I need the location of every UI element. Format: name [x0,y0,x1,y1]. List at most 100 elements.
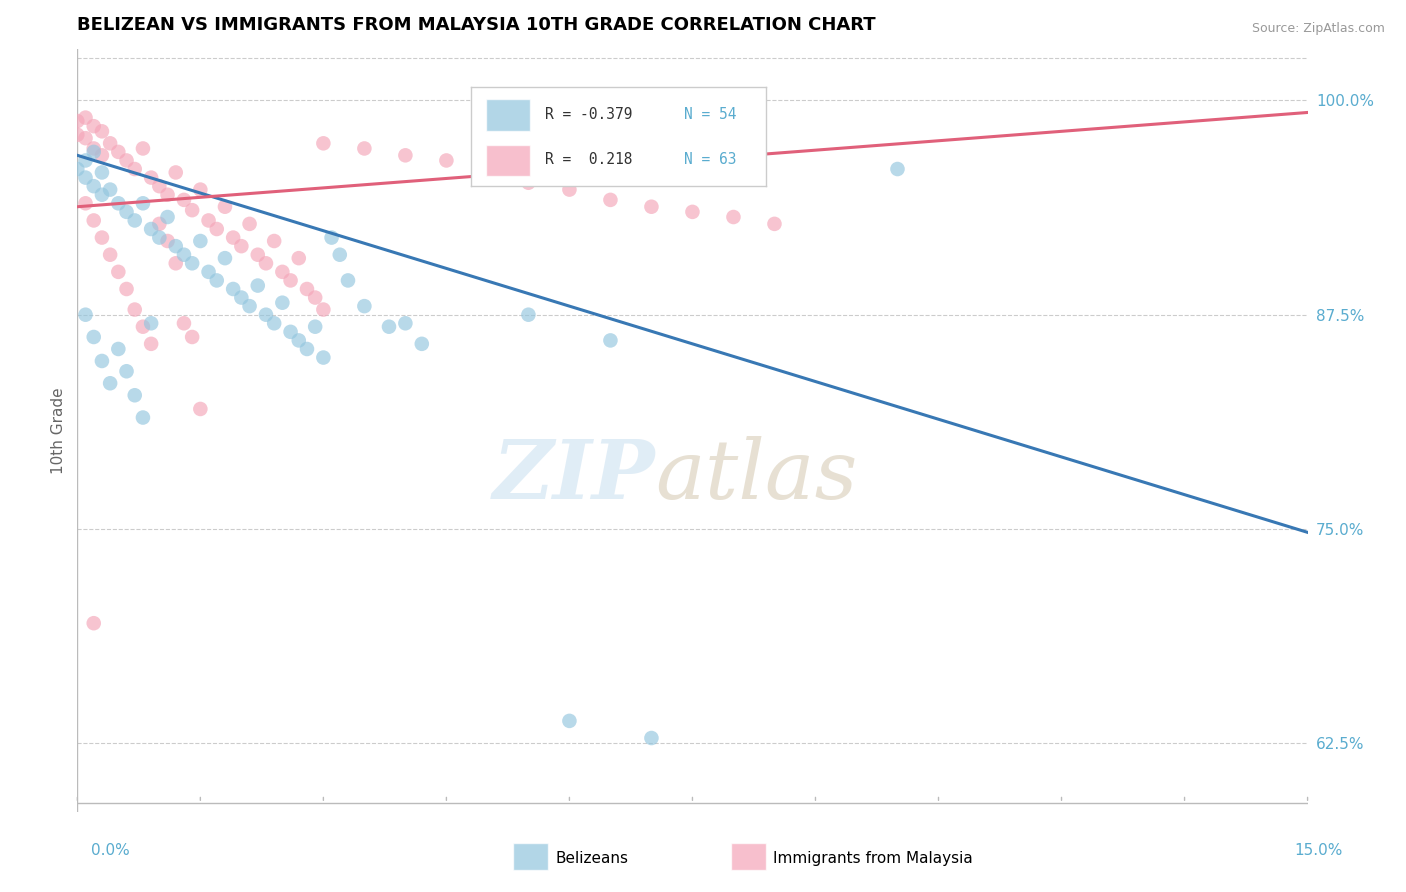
Point [214,200,236,214]
Point [188,183,212,197]
Point [263,234,285,248]
Point [295,282,318,296]
Point [288,334,311,348]
Point [181,330,204,344]
Y-axis label: 10th Grade: 10th Grade [51,387,66,474]
Point [558,183,581,197]
Point [156,210,179,224]
Point [394,316,416,330]
Point [181,256,204,270]
Point [90,187,114,202]
Text: 0.0%: 0.0% [91,843,131,858]
Text: BELIZEAN VS IMMIGRANTS FROM MALAYSIA 10TH GRADE CORRELATION CHART: BELIZEAN VS IMMIGRANTS FROM MALAYSIA 10T… [77,16,876,34]
Point [115,364,138,378]
Point [239,299,262,313]
Point [83,119,105,133]
Point [141,336,163,351]
Point [304,319,326,334]
Point [239,217,262,231]
Point [98,376,121,391]
Point [173,316,195,330]
Point [271,295,294,310]
Point [165,239,187,253]
Point [640,200,662,214]
Point [321,230,343,244]
Point [132,410,155,425]
Point [436,153,458,168]
Point [83,145,105,159]
Point [411,336,433,351]
Point [394,148,416,162]
Text: Immigrants from Malaysia: Immigrants from Malaysia [773,851,973,865]
Point [640,731,662,745]
Point [115,205,138,219]
Point [148,179,170,194]
Point [558,714,581,728]
Point [98,136,121,151]
Text: Belizeans: Belizeans [555,851,628,865]
Point [83,179,105,194]
Point [353,141,375,155]
Point [231,239,253,253]
Point [197,265,219,279]
Point [254,308,277,322]
Point [197,213,219,227]
Point [477,165,499,179]
Point [83,330,105,344]
Point [141,170,163,185]
Point [66,114,89,128]
Point [75,308,97,322]
Point [254,256,277,270]
Point [107,145,129,159]
Point [75,196,97,211]
Point [231,291,253,305]
Point [337,273,360,287]
Point [353,299,375,313]
Point [132,196,155,211]
Point [165,165,187,179]
Point [90,165,114,179]
Point [66,161,89,176]
Point [886,161,908,176]
Point [304,291,326,305]
Point [222,230,245,244]
Point [98,183,121,197]
Point [682,205,704,219]
Point [288,251,311,265]
Point [181,203,204,218]
Point [90,354,114,368]
Point [295,342,318,356]
Point [83,616,105,631]
Point [141,222,163,236]
Point [132,319,155,334]
Point [599,193,621,207]
Text: ZIP: ZIP [494,436,655,516]
Point [90,124,114,138]
Point [148,230,170,244]
Point [246,278,269,293]
Point [124,302,146,317]
Point [98,248,121,262]
Point [263,316,285,330]
Point [723,210,745,224]
Text: Source: ZipAtlas.com: Source: ZipAtlas.com [1251,22,1385,36]
Point [124,388,146,402]
Point [156,234,179,248]
Point [205,222,228,236]
Point [173,248,195,262]
Point [329,248,352,262]
Point [156,187,179,202]
Point [517,176,540,190]
Point [312,136,335,151]
Point [280,273,302,287]
Point [148,217,170,231]
Point [517,308,540,322]
Point [280,325,302,339]
Point [271,265,294,279]
Point [124,161,146,176]
Point [312,351,335,365]
Point [141,316,163,330]
Point [165,256,187,270]
Point [75,111,97,125]
Point [205,273,228,287]
